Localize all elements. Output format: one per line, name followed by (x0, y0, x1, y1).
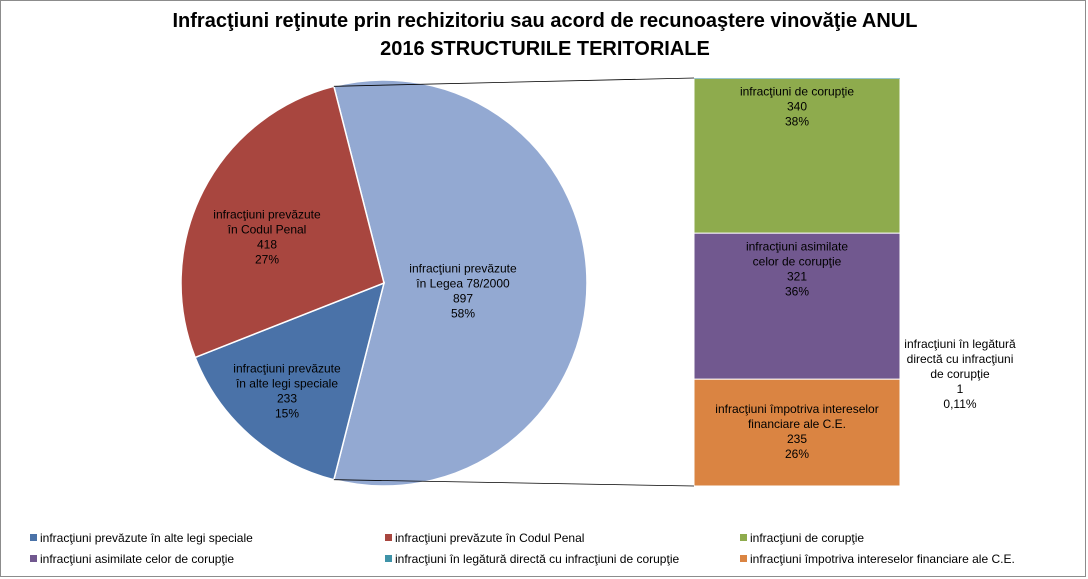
bar-segment-coruptie-label-line: 340 (787, 100, 807, 114)
pie-slice-alte_legi-label-line: 233 (277, 392, 297, 406)
pie-slice-legea-label-line: infracţiuni prevăzute (409, 262, 517, 276)
legend-item-legatura: infracţiuni în legătură directă cu infra… (385, 552, 740, 566)
legend-swatch (740, 555, 747, 562)
bar-segment-ce-label-line: 235 (787, 432, 807, 446)
legend-item-alte_legi: infracţiuni prevăzute în alte legi speci… (30, 531, 385, 545)
pie-slice-alte_legi-label-line: infracţiuni prevăzute (233, 362, 341, 376)
pie-slice-cod_penal-label-line: în Codul Penal (227, 223, 307, 237)
bar-segment-ce-label-line: financiare ale C.E. (748, 417, 846, 431)
pie-slice-legea (332, 79, 588, 487)
pie-slice-cod_penal (180, 85, 385, 359)
bar-segment-asimilate (693, 232, 901, 380)
bar-segment-ce (693, 378, 901, 487)
pie-slice-alte_legi (194, 281, 386, 481)
legend-row: infracţiuni prevăzute în alte legi speci… (30, 527, 1080, 548)
legend-label: infracţiuni de corupţie (750, 530, 865, 545)
bar-segment-legatura-label-line: directă cu infracţiuni (907, 352, 1014, 366)
legend-label: infracţiuni asimilate celor de corupţie (40, 551, 235, 566)
chart-legend: infracţiuni prevăzute în alte legi speci… (30, 527, 1080, 569)
bar-segment-ce-label-line: 26% (785, 447, 809, 461)
chart-title-line2: 2016 STRUCTURILE TERITORIALE (380, 38, 710, 60)
legend-swatch (385, 534, 392, 541)
legend-item-asimilate: infracţiuni asimilate celor de corupţie (30, 552, 385, 566)
legend-label: infracţiuni în legătură directă cu infra… (395, 551, 680, 566)
pie-slice-alte_legi-label-line: 15% (275, 407, 299, 421)
legend-swatch (30, 534, 37, 541)
legend-swatch (740, 534, 747, 541)
legend-item-cod_penal: infracţiuni prevăzute în Codul Penal (385, 531, 740, 545)
pie-slice-cod_penal-label-line: infracţiuni prevăzute (213, 208, 321, 222)
legend-row: infracţiuni asimilate celor de corupţie i… (30, 548, 1080, 569)
bar-segment-legatura-label-line: 1 (957, 382, 964, 396)
bar-segment-asimilate-label-line: 321 (787, 269, 807, 283)
pie-slice-legea-label-line: 58% (451, 307, 475, 321)
legend-item-ce: infracţiuni împotriva intereselor financ… (740, 552, 1080, 566)
bar-segment-asimilate-label-line: 36% (785, 284, 809, 298)
bar-segment-asimilate-label-line: celor de corupţie (753, 254, 842, 268)
bar-segment-asimilate-label-line: infracţiuni asimilate (746, 239, 848, 253)
legend-label: infracţiuni prevăzute în alte legi speci… (40, 530, 253, 545)
bar-segment-legatura (694, 78, 900, 79)
pie-slice-alte_legi-label-line: în alte legi speciale (235, 377, 338, 391)
bar-segment-legatura-label-line: de corupţie (930, 367, 990, 381)
pie-slice-legea-label-line: 897 (453, 292, 473, 306)
pie-slice-cod_penal-label-line: 418 (257, 238, 277, 252)
chart-title-line1: Infracţiuni reţinute prin rechizitoriu s… (172, 10, 918, 32)
legend-swatch (30, 555, 37, 562)
pie-slice-cod_penal-label-line: 27% (255, 253, 279, 267)
pie-slice-legea-label-line: în Legea 78/2000 (415, 277, 510, 291)
bar-segment-coruptie-label-line: 38% (785, 115, 809, 129)
legend-swatch (385, 555, 392, 562)
legend-item-coruptie: infracţiuni de corupţie (740, 531, 1080, 545)
legend-label: infracţiuni prevăzute în Codul Penal (395, 530, 585, 545)
connector-line-top (333, 77, 695, 87)
connector-line-bottom (333, 479, 695, 487)
bar-segment-legatura-label-line: 0,11% (943, 397, 976, 411)
bar-segment-legatura-label-line: infracţiuni în legătură (904, 337, 1016, 351)
bar-segment-ce-label-line: infracţiuni împotriva intereselor (715, 402, 878, 416)
legend-label: infracţiuni împotriva intereselor financ… (750, 551, 1015, 566)
bar-segment-coruptie-label-line: infracţiuni de corupţie (740, 85, 854, 99)
